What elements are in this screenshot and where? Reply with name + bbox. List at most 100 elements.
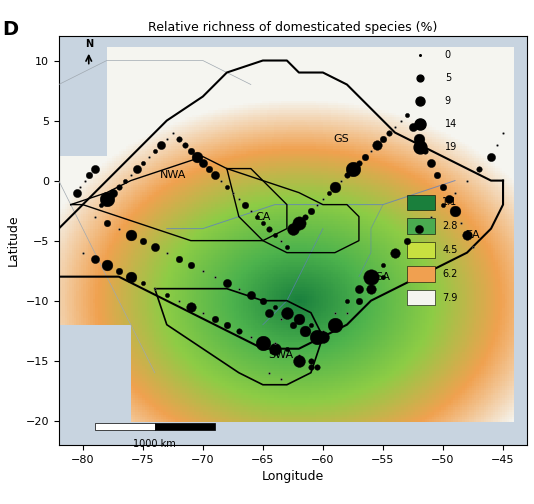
Point — [307, 321, 315, 329]
Point — [282, 345, 291, 353]
Point — [391, 248, 399, 257]
Point — [451, 207, 459, 215]
Point — [210, 314, 219, 323]
Point — [319, 195, 327, 203]
Point — [265, 225, 273, 233]
Point — [343, 297, 351, 305]
Point — [156, 141, 165, 149]
Bar — [95, 423, 155, 430]
Point — [463, 231, 472, 239]
Point — [76, 182, 84, 191]
Point — [151, 242, 159, 250]
Point — [114, 267, 123, 275]
Point — [138, 236, 147, 244]
Point — [307, 363, 315, 371]
Point — [193, 153, 201, 161]
Point — [253, 213, 261, 221]
Point — [175, 297, 183, 305]
Point — [90, 164, 99, 172]
Point — [223, 321, 231, 329]
Point — [349, 164, 357, 172]
Point — [355, 297, 363, 305]
Point — [403, 236, 411, 244]
Point — [186, 303, 195, 311]
Y-axis label: Latitude: Latitude — [7, 215, 20, 267]
Point — [199, 308, 207, 317]
Point — [229, 188, 237, 197]
Point — [277, 314, 285, 323]
Point — [162, 291, 171, 299]
Bar — [155, 423, 215, 430]
Point — [205, 164, 213, 172]
Point — [145, 153, 153, 161]
Point — [127, 273, 135, 281]
Point — [277, 236, 285, 244]
Point — [103, 195, 111, 203]
Point — [282, 351, 291, 359]
Point — [258, 219, 267, 227]
Point — [307, 357, 315, 365]
Point — [379, 135, 387, 143]
Point — [108, 188, 117, 197]
Point — [301, 327, 309, 335]
Point — [132, 164, 141, 172]
Point — [427, 159, 435, 167]
Title: Relative richness of domesticated species (%): Relative richness of domesticated specie… — [148, 21, 437, 34]
Point — [103, 219, 111, 227]
Point — [331, 321, 339, 329]
Point — [463, 176, 472, 184]
Point — [234, 327, 243, 335]
Point — [151, 285, 159, 293]
Point — [97, 201, 105, 209]
Point — [295, 357, 303, 365]
Point — [312, 201, 321, 209]
Point — [475, 164, 483, 172]
Point — [138, 159, 147, 167]
Point — [295, 357, 303, 365]
Point — [169, 129, 177, 137]
Point — [312, 333, 321, 341]
Point — [445, 195, 453, 203]
Point — [234, 285, 243, 293]
Point — [199, 159, 207, 167]
Text: SA: SA — [375, 272, 390, 282]
Point — [265, 369, 273, 377]
Text: D: D — [3, 20, 19, 39]
Point — [487, 153, 496, 161]
Point — [271, 345, 279, 353]
Point — [325, 188, 333, 197]
Point — [90, 213, 99, 221]
Point — [439, 182, 447, 191]
Point — [373, 141, 381, 149]
Point — [343, 308, 351, 317]
Point — [241, 201, 249, 209]
Text: CA: CA — [255, 212, 271, 222]
Point — [282, 308, 291, 317]
Point — [114, 182, 123, 191]
Point — [403, 110, 411, 118]
Point — [217, 176, 225, 184]
Point — [415, 135, 423, 143]
Point — [499, 129, 507, 137]
Point — [114, 225, 123, 233]
Point — [234, 195, 243, 203]
Point — [127, 170, 135, 178]
Point — [271, 303, 279, 311]
Point — [493, 141, 501, 149]
Text: SWA: SWA — [268, 350, 294, 360]
Point — [271, 339, 279, 347]
Point — [451, 188, 459, 197]
Point — [397, 116, 405, 124]
Point — [415, 225, 423, 233]
Point — [175, 255, 183, 263]
Point — [295, 351, 303, 359]
Point — [282, 242, 291, 250]
Point — [379, 261, 387, 269]
Point — [258, 339, 267, 347]
Text: N: N — [85, 38, 93, 48]
Point — [162, 135, 171, 143]
Point — [439, 201, 447, 209]
Point — [379, 273, 387, 281]
Point — [210, 273, 219, 281]
Point — [319, 327, 327, 335]
